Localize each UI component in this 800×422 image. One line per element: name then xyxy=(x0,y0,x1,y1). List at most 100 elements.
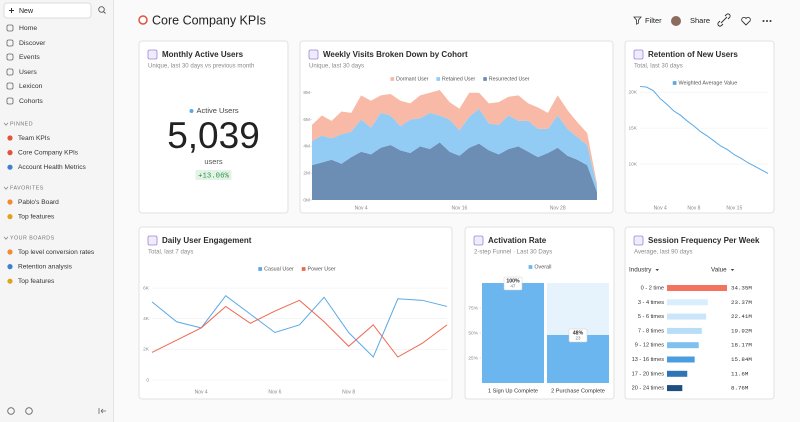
y-tick-label: 2K xyxy=(143,347,150,353)
card-subtitle: Average, last 90 days xyxy=(634,249,693,256)
card-title[interactable]: Daily User Engagement xyxy=(162,236,252,245)
avatar[interactable] xyxy=(671,16,681,26)
y-tick-label: 2M xyxy=(303,170,310,176)
nav-item[interactable]: Events xyxy=(19,54,40,61)
nav-icon xyxy=(6,82,14,90)
x-tick-label: 1 Sign Up Complete xyxy=(488,388,538,394)
settings-icon[interactable] xyxy=(7,407,15,415)
value-label: 8.76M xyxy=(731,385,749,392)
sidebar-item[interactable]: Retention analysis xyxy=(18,263,73,270)
sidebar-item[interactable]: Core Company KPIs xyxy=(18,149,79,156)
sidebar-item[interactable]: Team KPIs xyxy=(18,135,51,142)
section-title[interactable]: YOUR BOARDS xyxy=(10,235,55,241)
section-caret xyxy=(3,186,9,190)
sidebar-item[interactable]: Top level conversion rates xyxy=(18,249,95,256)
link-icon[interactable] xyxy=(717,13,731,27)
value-label: 100% xyxy=(506,278,520,284)
x-tick-label: Nov 28 xyxy=(550,205,566,211)
sidebar-item[interactable]: Top features xyxy=(18,278,55,285)
item-icon xyxy=(7,164,13,170)
item-icon xyxy=(7,249,13,255)
column-header[interactable]: Value xyxy=(711,267,727,274)
bar xyxy=(667,313,707,320)
legend-label: Power User xyxy=(308,266,336,272)
legend-label: Resurrected User xyxy=(489,76,530,82)
nav-icon xyxy=(6,97,14,105)
y-tick-label: 4K xyxy=(143,316,150,322)
value-label: 34.35M xyxy=(731,285,752,292)
y-tick-label: 75% xyxy=(468,305,478,311)
row-label: 0 - 2 time xyxy=(641,285,664,291)
nav-item[interactable]: Cohorts xyxy=(19,98,43,105)
plus-icon xyxy=(9,8,14,13)
new-button[interactable] xyxy=(3,2,92,19)
legend-swatch xyxy=(672,81,677,85)
bar xyxy=(547,335,609,383)
y-tick-label: 15K xyxy=(628,125,637,131)
nav-item[interactable]: Users xyxy=(19,69,37,76)
x-tick-label: Nov 16 xyxy=(451,205,467,211)
filter-button[interactable]: Filter xyxy=(645,16,662,25)
card-title[interactable]: Session Frequency Per Week xyxy=(648,236,760,245)
card-icon xyxy=(473,235,484,246)
row-label: 7 - 8 times xyxy=(638,328,664,334)
card-title[interactable]: Weekly Visits Broken Down by Cohort xyxy=(323,50,468,59)
nav-icon xyxy=(6,68,14,76)
more-icon[interactable] xyxy=(762,20,772,22)
legend-swatch xyxy=(436,77,441,81)
nav-item[interactable]: Discover xyxy=(19,40,46,47)
bar xyxy=(667,285,727,291)
kpi-unit: users xyxy=(204,157,223,166)
y-tick-label: 8M xyxy=(303,90,310,96)
card-title[interactable]: Retention of New Users xyxy=(648,50,738,59)
item-icon xyxy=(7,199,13,205)
bar xyxy=(667,327,702,334)
legend-swatch xyxy=(528,265,533,269)
line xyxy=(151,299,448,358)
value-label-box xyxy=(503,276,523,291)
y-tick-label: 6M xyxy=(303,117,310,123)
legend-label: Overall xyxy=(534,264,551,270)
help-icon[interactable] xyxy=(25,407,33,415)
item-icon xyxy=(7,278,13,284)
legend-label: Weighted Average Value xyxy=(679,80,738,86)
card-title[interactable]: Activation Rate xyxy=(488,236,547,245)
sidebar-item[interactable]: Top features xyxy=(18,213,55,220)
favorite-icon[interactable] xyxy=(741,16,751,26)
search-icon[interactable] xyxy=(98,6,105,13)
legend-swatch xyxy=(301,267,306,271)
share-button[interactable]: Share xyxy=(690,16,710,25)
value-label: 48% xyxy=(573,330,584,336)
item-icon xyxy=(7,135,13,141)
bar xyxy=(667,342,699,349)
item-icon xyxy=(7,264,13,270)
legend: Dormant User Retained User Resurrected Use… xyxy=(390,76,530,82)
kpi-value: 5,039 xyxy=(167,115,260,156)
sort-caret xyxy=(655,269,660,271)
collapse-icon[interactable] xyxy=(98,408,106,414)
x-tick-label: Nov 15 xyxy=(726,205,742,211)
nav-item[interactable]: Lexicon xyxy=(19,83,43,90)
board-icon xyxy=(138,15,148,25)
bar xyxy=(667,356,695,363)
new-label[interactable]: New xyxy=(19,8,34,15)
column-header[interactable]: Industry xyxy=(629,267,652,274)
card-title[interactable]: Monthly Active Users xyxy=(162,50,244,59)
row-label: 20 - 24 times xyxy=(632,386,665,392)
section-title[interactable]: FAVORITES xyxy=(10,185,44,191)
section-caret xyxy=(3,122,9,126)
sidebar-item[interactable]: Account Health Metrics xyxy=(18,164,86,171)
search-icon-handle xyxy=(103,11,106,14)
card-icon xyxy=(308,49,319,60)
card-icon xyxy=(147,49,158,60)
area xyxy=(312,142,597,200)
section-title[interactable]: PINNED xyxy=(10,121,33,127)
value-label: 19.92M xyxy=(731,327,752,334)
nav-item[interactable]: Home xyxy=(19,25,37,32)
value-label: 15.84M xyxy=(731,356,752,363)
row-label: 5 - 6 times xyxy=(638,314,664,320)
sidebar-item[interactable]: Pablo's Board xyxy=(18,199,59,206)
row-label: 17 - 20 times xyxy=(632,371,665,377)
nav-icon xyxy=(6,53,14,61)
